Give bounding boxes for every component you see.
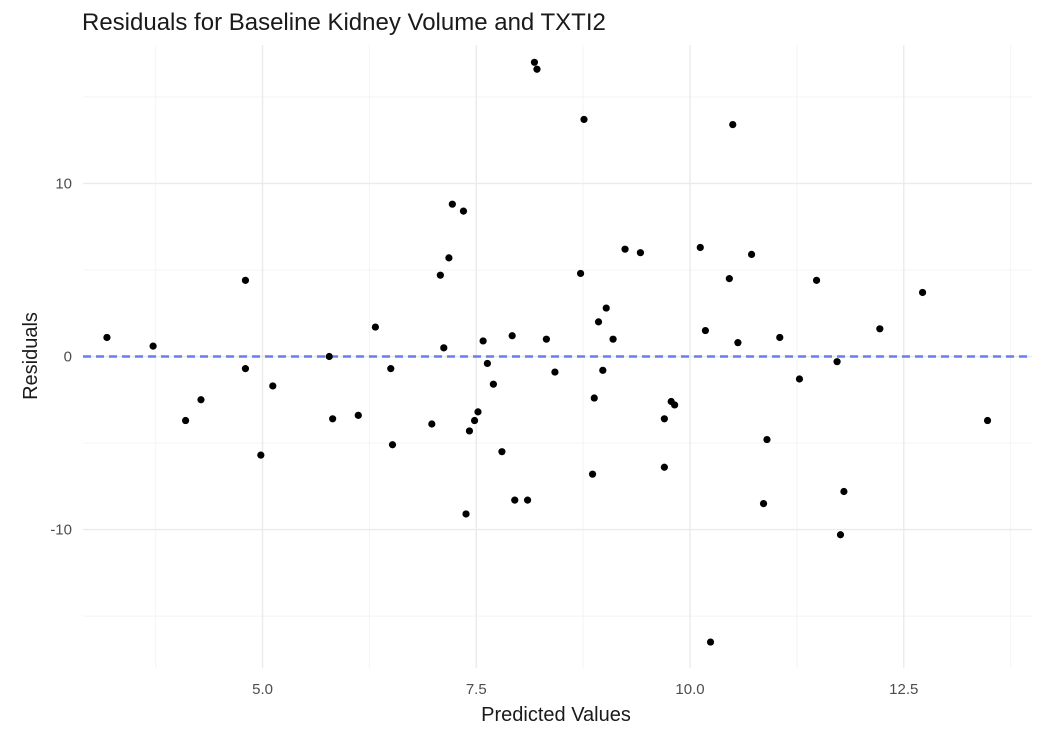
x-axis-title: Predicted Values [481, 704, 631, 726]
data-point [465, 427, 474, 435]
data-point [983, 416, 992, 425]
data-point [371, 323, 379, 331]
data-point [812, 276, 821, 284]
data-point [609, 335, 617, 343]
x-tick-label: 7.5 [466, 681, 487, 698]
data-point [388, 441, 397, 449]
data-point [840, 487, 848, 496]
data-point [602, 304, 610, 312]
data-point [354, 411, 362, 419]
y-tick-label: 0 [64, 349, 72, 366]
data-point [103, 333, 111, 342]
data-point [474, 408, 482, 416]
data-point [636, 249, 645, 257]
data-point [725, 275, 733, 283]
data-point [387, 365, 395, 373]
data-point [483, 359, 491, 368]
data-point [621, 245, 629, 253]
data-point [508, 332, 516, 340]
data-point [576, 269, 585, 278]
y-tick-label: 10 [55, 175, 72, 192]
data-point [149, 342, 157, 350]
data-point [523, 496, 532, 504]
data-point [511, 496, 519, 504]
data-point [876, 325, 884, 333]
data-point [241, 365, 250, 373]
data-point [428, 420, 436, 428]
data-point [599, 366, 607, 374]
x-tick-label: 5.0 [252, 681, 273, 698]
data-point [918, 288, 927, 297]
data-point [269, 382, 277, 390]
data-point [329, 415, 337, 423]
data-point [833, 358, 841, 366]
data-point [747, 250, 756, 258]
data-point [701, 326, 710, 335]
data-point [498, 448, 506, 456]
data-points [103, 58, 992, 646]
data-point [696, 243, 704, 252]
data-point [551, 368, 559, 376]
data-point [479, 337, 487, 345]
data-point [436, 271, 444, 279]
data-point [462, 510, 470, 518]
y-axis-title: Residuals [20, 312, 42, 400]
data-point [197, 396, 205, 404]
data-point [440, 344, 448, 352]
data-point [580, 115, 588, 124]
x-axis-tick-labels: 5.0 7.5 10.0 12.5 [252, 681, 918, 698]
data-point [470, 416, 479, 425]
data-point [181, 416, 190, 425]
data-point [660, 415, 668, 423]
data-point [325, 352, 333, 361]
data-point [489, 380, 497, 388]
data-point [241, 276, 250, 284]
data-point [729, 121, 737, 129]
data-point [257, 451, 265, 459]
data-point [594, 318, 603, 326]
data-point [660, 463, 668, 471]
data-point [533, 65, 541, 73]
data-point [734, 339, 742, 347]
data-point [542, 335, 550, 343]
chart-title: Residuals for Baseline Kidney Volume and… [82, 9, 606, 36]
data-point [671, 401, 679, 409]
data-point [759, 499, 768, 508]
y-axis-tick-labels: -10 0 10 [50, 175, 72, 538]
data-point [706, 638, 715, 646]
data-point [763, 435, 771, 444]
data-point [448, 200, 456, 208]
data-point [795, 375, 804, 383]
data-point [445, 254, 453, 262]
x-tick-label: 10.0 [675, 681, 704, 698]
data-point [530, 58, 539, 66]
x-tick-label: 12.5 [889, 681, 918, 698]
data-point [588, 470, 597, 478]
y-tick-label: -10 [50, 522, 72, 539]
data-point [459, 207, 468, 215]
data-point [836, 531, 845, 539]
data-point [590, 394, 598, 402]
data-point [776, 333, 784, 342]
